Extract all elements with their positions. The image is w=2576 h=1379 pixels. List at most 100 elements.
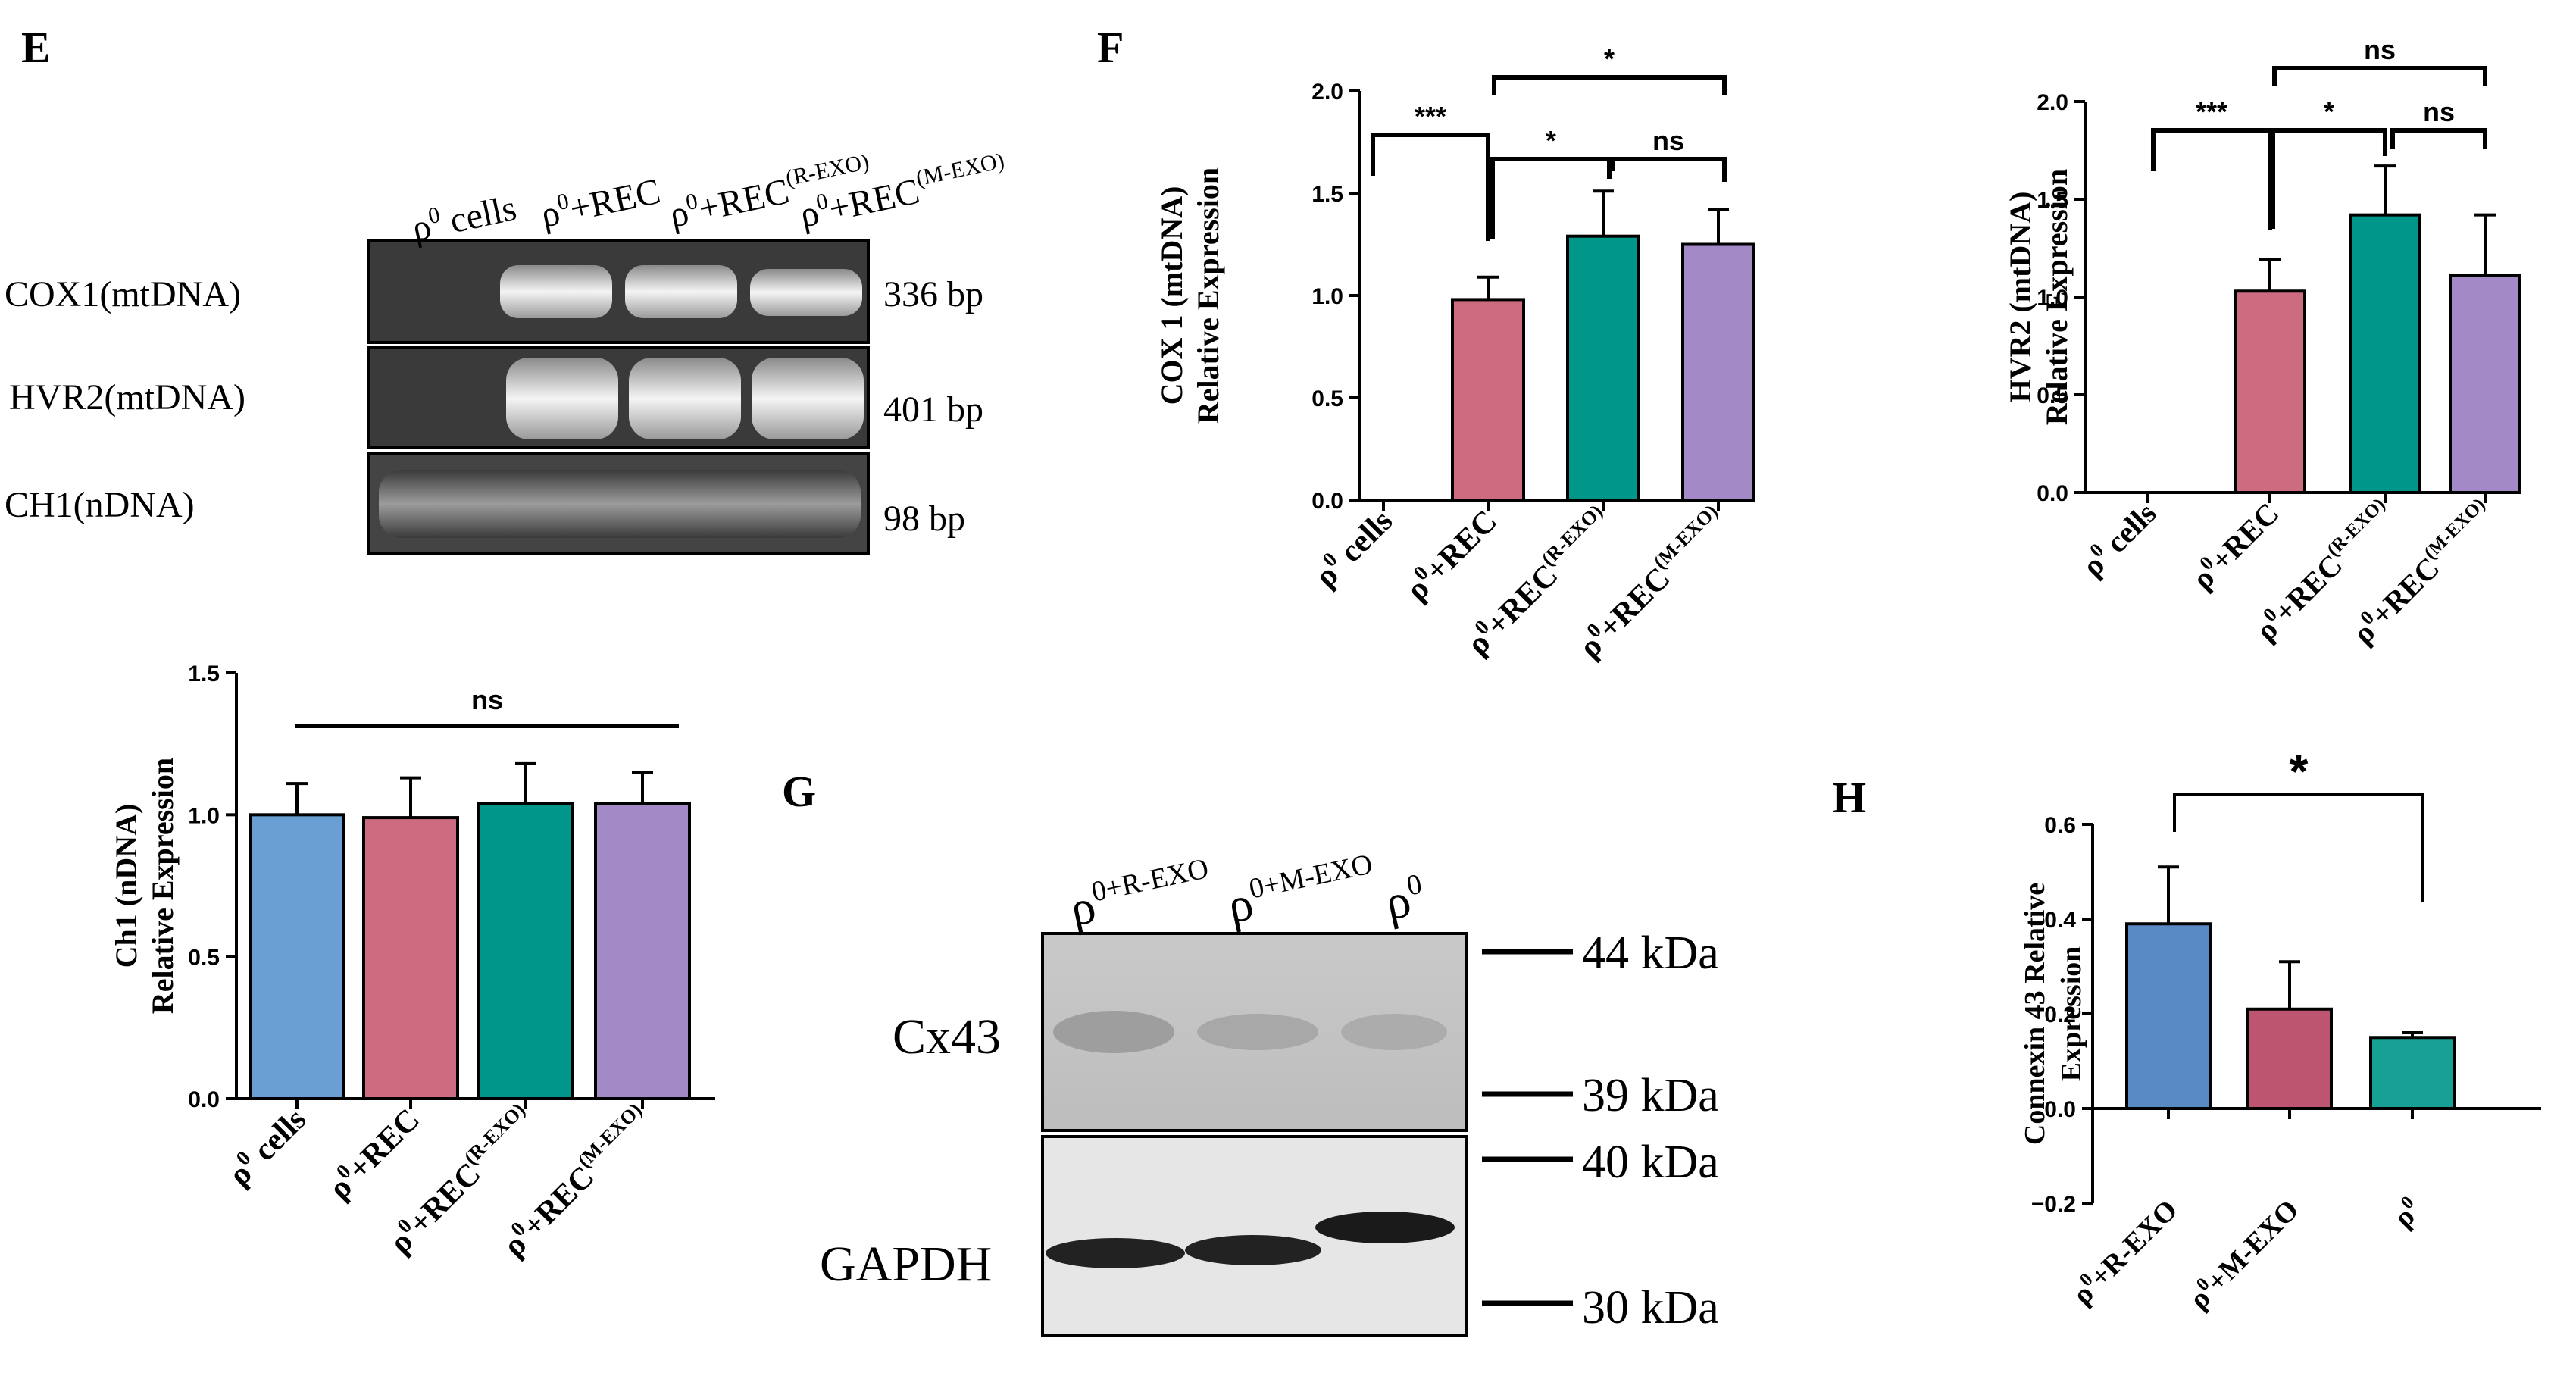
significance-bracket: [1492, 75, 1727, 95]
blot-marker-39: 39 kDa: [1582, 1070, 1719, 1121]
gel-image: [367, 239, 870, 555]
y-tick-label: 1.0: [188, 803, 220, 828]
bar: [2349, 213, 2421, 494]
significance-label: ns: [471, 684, 503, 715]
y-axis-label: Expression: [2055, 946, 2087, 1082]
y-tick-label: 0.5: [1311, 386, 1343, 411]
y-tick-label: 1.5: [1311, 182, 1343, 207]
gel-band: [506, 358, 618, 439]
significance-bracket: [2272, 66, 2487, 86]
significance-bracket: [2390, 128, 2487, 149]
blot-lane-label: ρ0+M-EXO: [1223, 848, 1380, 933]
y-axis-label: HVR2 (mtDNA): [2003, 192, 2037, 403]
x-tick-label: ρ0+REC: [2184, 494, 2285, 596]
y-tick-label: 0.0: [1311, 489, 1343, 514]
western-blot: [1041, 932, 1573, 1337]
y-tick-label: 2.0: [1311, 80, 1343, 105]
bar: [1681, 242, 1755, 502]
gel-size-cox1: 336 bp: [883, 274, 983, 314]
blot-lane-labels: ρ0+R-EXO ρ0+M-EXO ρ0: [1065, 848, 1430, 937]
y-tick-label: 1.0: [2037, 286, 2068, 311]
gel-lane-labels: ρ0 cells ρ0+REC ρ0+REC(R-EXO) ρ0+REC(M-E…: [408, 148, 1006, 249]
y-axis-label: Relative Expression: [145, 758, 180, 1014]
bar: [2449, 274, 2521, 494]
x-tick-label: ρ0 cells: [220, 1099, 313, 1193]
gel-band: [752, 358, 864, 439]
bar: [594, 802, 691, 1100]
blot-band: [1185, 1235, 1321, 1265]
chart-cx43: −0.2 0.0 0.2 0.4 0.6 Connexin 43 Relative Expr…: [2019, 744, 2541, 1315]
gel-size-hvr2: 401 bp: [883, 389, 983, 430]
gel-row-label-hvr2: HVR2(mtDNA): [9, 377, 245, 417]
bar: [1566, 234, 1640, 502]
y-tick-label: −0.2: [2031, 1192, 2076, 1217]
blot-label-cx43: Cx43: [893, 1009, 1001, 1065]
significance-bracket: [2151, 128, 2272, 230]
blot-marker-30: 30 kDa: [1582, 1282, 1719, 1334]
x-tick-label: ρ0 cells: [2074, 494, 2162, 583]
y-tick-label: 1.0: [1311, 284, 1343, 309]
gel-band: [750, 269, 862, 316]
significance-bracket: [2271, 128, 2387, 229]
panel-label-g: G: [782, 767, 816, 816]
significance-label: ns: [1652, 125, 1684, 156]
y-tick-label: 1.5: [188, 661, 220, 686]
significance-bracket: [1490, 157, 1612, 239]
panel-label-h: H: [1832, 773, 1866, 822]
bar: [362, 816, 459, 1100]
bar: [1451, 298, 1525, 502]
significance-label: ***: [2196, 96, 2227, 127]
blot-band: [1046, 1238, 1185, 1268]
x-tick-label: ρ0+REC: [320, 1099, 427, 1206]
significance-label: ns: [2423, 96, 2455, 127]
gel-size-ch1: 98 bp: [883, 499, 965, 539]
x-tick-label: ρ0: [2386, 1192, 2428, 1234]
blot-band: [1315, 1212, 1455, 1243]
blot-label-gapdh: GAPDH: [820, 1237, 992, 1292]
significance-label: *: [2290, 744, 2309, 799]
significance-label: *: [2324, 96, 2334, 127]
y-axis-label: COX 1 (mtDNA): [1155, 186, 1189, 405]
y-tick-label: 0.5: [188, 946, 220, 971]
y-tick-label: 0.0: [188, 1087, 220, 1112]
gel-row-label-cox1: COX1(mtDNA): [5, 274, 241, 314]
x-tick-label: ρ0 cells: [1306, 501, 1399, 594]
significance-label: *: [1546, 125, 1556, 156]
bar: [2234, 289, 2306, 494]
gel-band: [625, 265, 737, 318]
blot-band: [1053, 1011, 1174, 1053]
gel-band: [629, 358, 741, 439]
blot-band: [1341, 1014, 1447, 1050]
blot-lane-label: ρ0: [1380, 868, 1430, 930]
y-axis-label: Relative Expression: [2040, 169, 2074, 425]
gel-row-label-ch1: CH1(nDNA): [5, 485, 195, 525]
bar: [2369, 1036, 2456, 1110]
y-tick-label: 1.5: [2037, 188, 2068, 213]
panel-label-e: E: [21, 23, 51, 72]
blot-lane-label: ρ0+R-EXO: [1065, 852, 1217, 937]
y-tick-label: 2.0: [2037, 90, 2068, 115]
bar: [249, 813, 345, 1101]
y-axis-label: Relative Expression: [1191, 167, 1225, 424]
y-tick-label: 0.0: [2044, 1097, 2076, 1122]
gel-lane-label: ρ0+REC: [537, 170, 664, 236]
blot-band: [1197, 1014, 1318, 1050]
x-tick-label: ρ0+M-EXO: [2181, 1192, 2305, 1315]
y-axis-label: Connexin 43 Relative: [2019, 883, 2051, 1145]
significance-bracket: [1610, 157, 1727, 182]
y-tick-label: 0.4: [2044, 908, 2076, 933]
blot-marker-44: 44 kDa: [1582, 927, 1719, 979]
significance-label: *: [1604, 43, 1615, 74]
bar: [2125, 922, 2212, 1110]
gel-band: [500, 265, 612, 318]
bar: [2246, 1007, 2333, 1110]
gel-band: [379, 470, 861, 538]
chart-hvr2: 0.0 0.5 1.0 1.5 2.0 HVR2 (mtDNA) Relative Expr…: [2003, 34, 2521, 651]
y-tick-label: 0.2: [2044, 1002, 2076, 1027]
blot-marker-40: 40 kDa: [1582, 1137, 1719, 1188]
significance-label: ns: [2364, 34, 2396, 65]
x-tick-label: ρ0+R-EXO: [2065, 1192, 2184, 1311]
y-axis-label: Ch1 (nDNA): [109, 804, 143, 968]
y-tick-label: 0.5: [2037, 383, 2068, 408]
